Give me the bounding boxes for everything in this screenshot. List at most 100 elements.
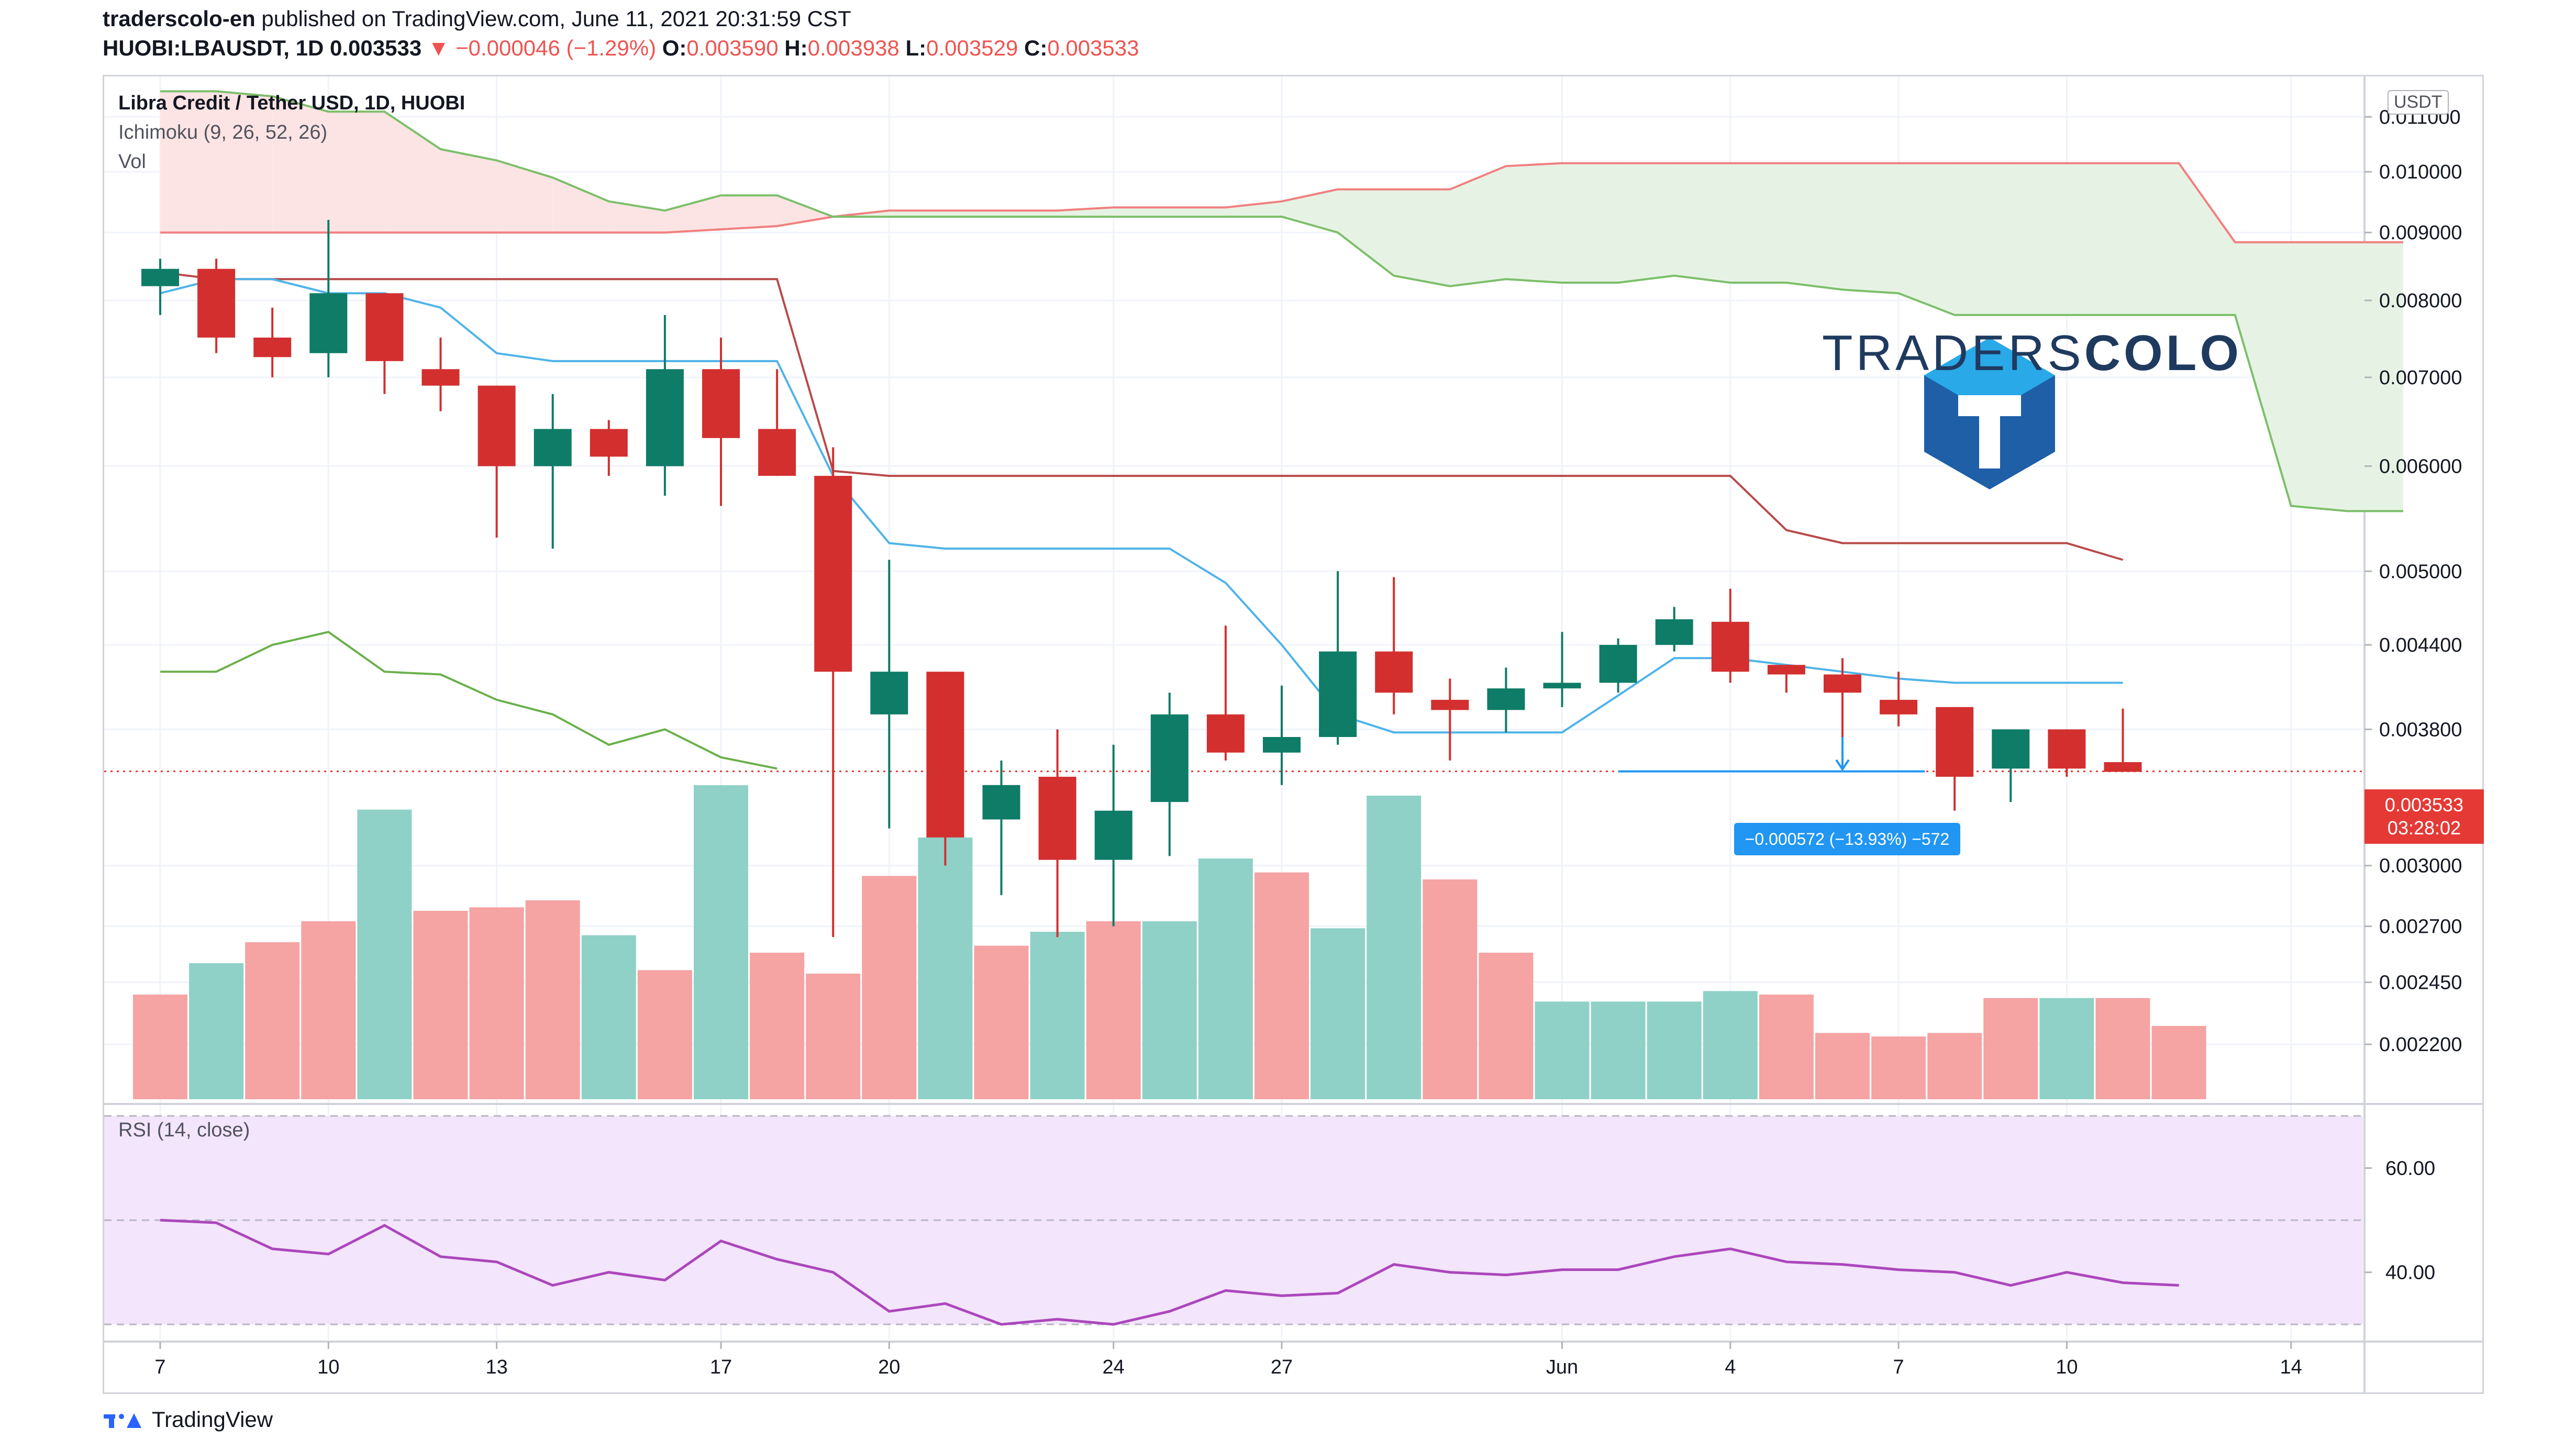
ichimoku-cloud-segment xyxy=(1450,166,1506,286)
candle-body xyxy=(534,429,572,466)
candle-body xyxy=(982,785,1020,820)
chart-frame[interactable] xyxy=(103,75,2484,1394)
volume-bar xyxy=(694,785,748,1099)
ichimoku-cloud-segment xyxy=(552,177,609,233)
candle-body xyxy=(926,672,964,838)
rsi-tick-label: 60.00 xyxy=(2385,1157,2435,1179)
candle-body xyxy=(1599,645,1637,683)
ichimoku-cloud-segment xyxy=(1842,163,1899,294)
volume-bar xyxy=(806,974,861,1099)
ichimoku-cloud-segment xyxy=(384,111,441,233)
published-text: published on TradingView.com, June 11, 2… xyxy=(261,6,851,31)
open-label: O: xyxy=(662,36,687,60)
candle-body xyxy=(1038,776,1076,860)
close-label: C: xyxy=(1024,36,1048,60)
traderscolo-logo-icon xyxy=(1924,338,2055,489)
tradingview-brand[interactable]: TradingView xyxy=(152,1407,273,1432)
time-tick-label: 4 xyxy=(1725,1356,1736,1378)
volume-bar xyxy=(750,953,805,1099)
volume-bar xyxy=(1311,928,1365,1099)
volume-bar xyxy=(1086,921,1141,1099)
candle-body xyxy=(2104,762,2142,772)
volume-bar xyxy=(2151,1026,2206,1099)
currency-badge[interactable]: USDT xyxy=(2388,90,2449,115)
volume-bar xyxy=(1254,872,1309,1099)
candle-body xyxy=(1487,688,1525,710)
ichimoku-cloud-segment xyxy=(1562,163,1618,283)
rsi-legend[interactable]: RSI (14, close) xyxy=(118,1119,250,1141)
series-title[interactable]: Libra Credit / Tether USD, 1D, HUOBI xyxy=(118,92,465,114)
candle-body xyxy=(814,476,852,672)
volume-bar xyxy=(918,838,973,1099)
ichimoku-cloud-segment xyxy=(1618,163,1674,283)
volume-bar xyxy=(133,995,187,1099)
high-label: H: xyxy=(784,36,808,60)
price-tick-label: 0.002200 xyxy=(2379,1034,2462,1056)
candle-body xyxy=(253,337,292,358)
wordmark-bold: COLO xyxy=(2084,325,2242,381)
rsi-band-fill xyxy=(104,1115,2363,1325)
candle-body xyxy=(1711,621,1749,672)
low-label: L: xyxy=(905,36,927,60)
footer: TradingView xyxy=(103,1407,273,1432)
senkou-span-b xyxy=(160,90,2403,512)
price-tick-label: 0.008000 xyxy=(2379,290,2462,312)
ichimoku-cloud-segment xyxy=(2179,163,2235,315)
measure-label[interactable]: −0.000572 (−13.93%) −572 xyxy=(1734,823,1960,855)
last-price-tag: 0.003533 03:28:02 xyxy=(2364,789,2484,844)
ichimoku-cloud-segment xyxy=(160,91,217,233)
volume-bar xyxy=(637,970,692,1099)
ichimoku-cloud-segment xyxy=(328,111,385,233)
ichimoku-cloud-segment xyxy=(216,91,273,233)
candle-body xyxy=(1375,651,1413,693)
volume-bar xyxy=(1927,1033,1982,1099)
last-price-value: 0.003533 xyxy=(2384,794,2464,816)
candle-body xyxy=(309,293,348,353)
change-value: ▼ −0.000046 (−1.29%) xyxy=(427,36,657,60)
price-tick-label: 0.004400 xyxy=(2379,634,2462,656)
ichimoku-cloud-segment xyxy=(664,195,721,233)
time-tick-label: 24 xyxy=(1103,1356,1125,1378)
candle-body xyxy=(1824,674,1861,693)
ichimoku-legend[interactable]: Ichimoku (9, 26, 52, 26) xyxy=(118,121,328,143)
open-value: 0.003590 xyxy=(686,36,779,60)
measure-arrow-head xyxy=(1835,759,1850,772)
ichimoku-cloud-segment xyxy=(2067,163,2123,315)
ichimoku-cloud-segment xyxy=(889,210,946,217)
ichimoku-cloud-segment xyxy=(272,96,329,233)
ichimoku-cloud-segment xyxy=(1225,201,1282,217)
candle-body xyxy=(1880,699,1918,715)
last-value: 0.003533 xyxy=(330,36,422,60)
publisher-name[interactable]: traderscolo-en xyxy=(103,6,256,31)
candle-body xyxy=(421,369,460,386)
ichimoku-cloud-segment xyxy=(721,195,778,230)
ichimoku-cloud-segment xyxy=(1282,189,1338,233)
ichimoku-cloud-segment xyxy=(2347,242,2403,511)
volume-bar xyxy=(1871,1036,1926,1099)
ichimoku-cloud-segment xyxy=(1169,207,1226,217)
price-tick-label: 0.003800 xyxy=(2379,719,2462,741)
volume-bar xyxy=(1535,1001,1590,1099)
time-tick-label: 10 xyxy=(2056,1356,2078,1378)
price-tick-label: 0.006000 xyxy=(2379,456,2462,478)
ichimoku-cloud-segment xyxy=(1394,189,1450,286)
ichimoku-cloud-segment xyxy=(496,160,553,233)
volume-legend[interactable]: Vol xyxy=(118,151,146,173)
close-value: 0.003533 xyxy=(1047,36,1139,60)
volume-bar xyxy=(189,963,244,1099)
volume-bar xyxy=(1030,932,1085,1099)
ichimoku-cloud-segment xyxy=(1955,163,2011,315)
volume-bar xyxy=(245,942,300,1099)
candle-body xyxy=(1767,665,1805,675)
time-tick-label: 14 xyxy=(2280,1356,2302,1378)
ichimoku-cloud-segment xyxy=(1338,189,1394,276)
candle-body xyxy=(197,269,236,338)
low-value: 0.003529 xyxy=(926,36,1018,60)
volume-bar xyxy=(1479,953,1534,1099)
ichimoku-cloud-segment xyxy=(2123,163,2179,315)
symbol-name: HUOBI:LBAUSDT, xyxy=(103,36,290,60)
time-tick-label: 20 xyxy=(878,1356,900,1378)
volume-bar xyxy=(1367,796,1422,1099)
candle-body xyxy=(1543,683,1581,689)
